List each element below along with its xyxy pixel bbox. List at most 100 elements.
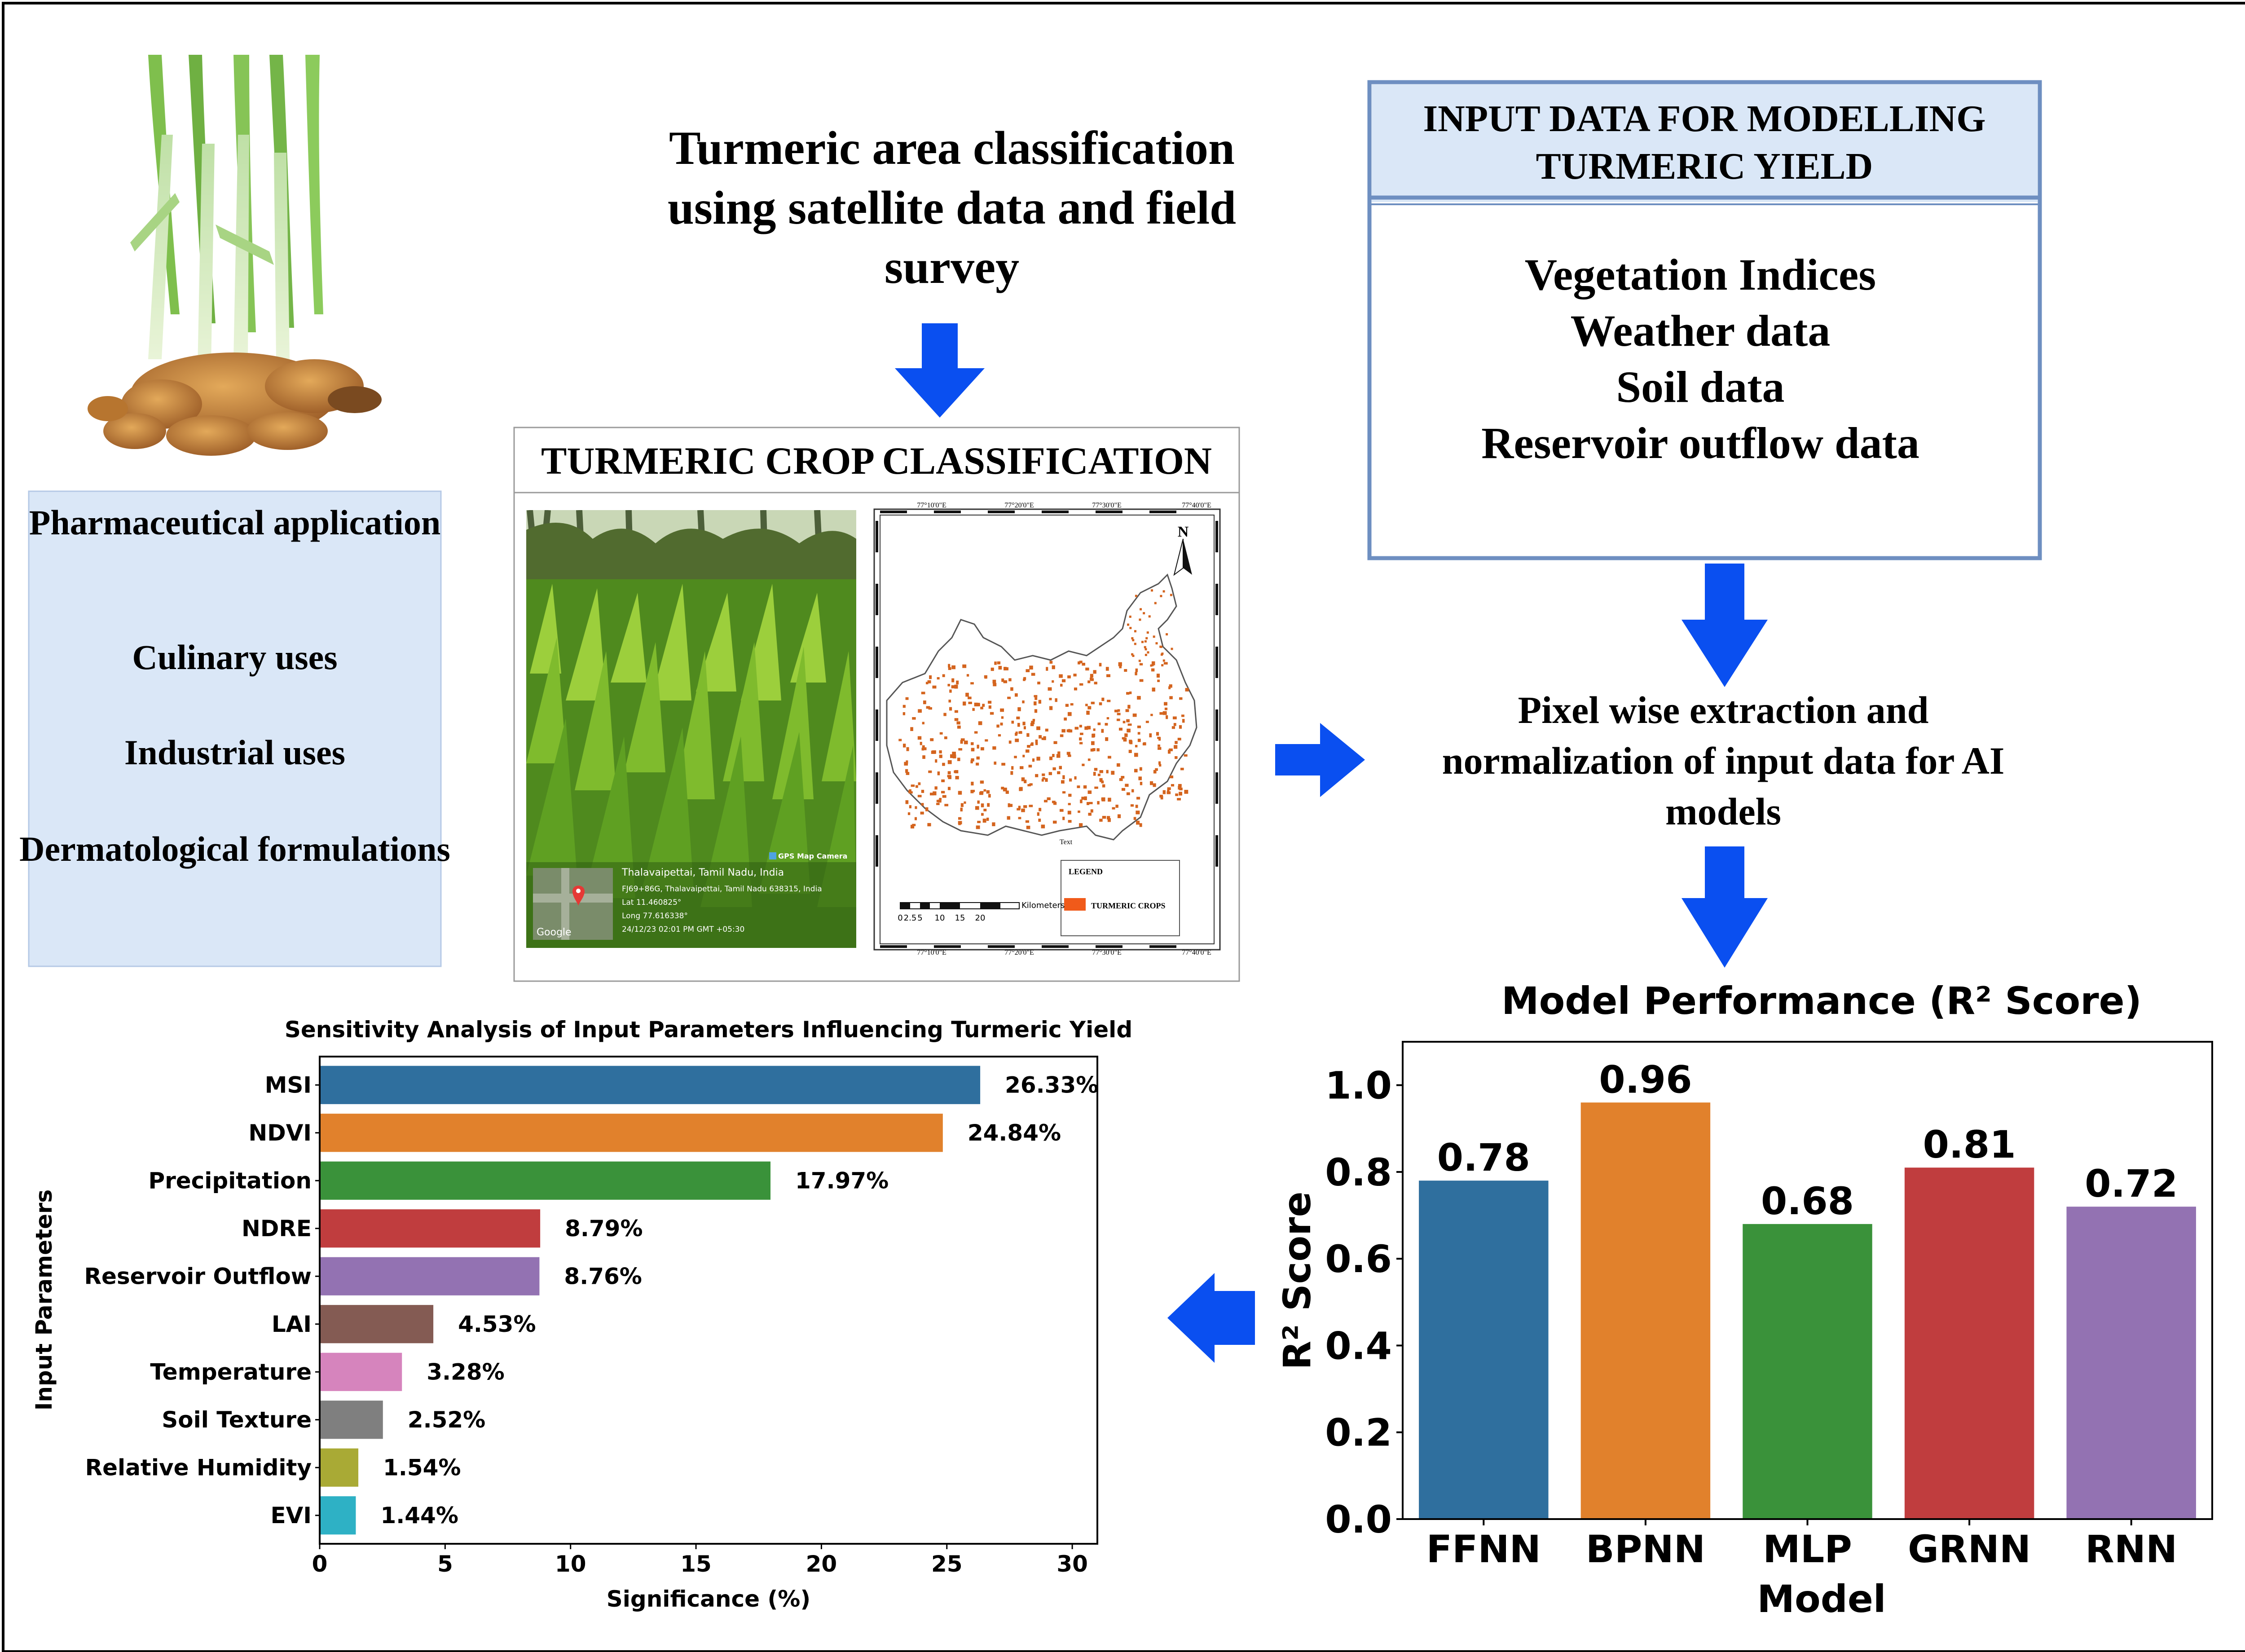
crop-point [974,702,978,707]
crop-point [988,794,991,798]
crop-point [1142,743,1146,746]
crop-point [910,791,913,794]
sensitivity-ylabel: Input Parameters [31,1189,57,1411]
crop-point [1124,733,1128,737]
crop-point [1029,805,1033,807]
crop-point [1094,768,1098,771]
crop-point [907,812,911,815]
crop-point [1091,701,1095,705]
crop-point [906,772,910,775]
crop-point [1022,700,1025,704]
crop-point [925,807,929,811]
crop-point [948,664,951,668]
classification-heading-line1: Turmeric area classification [669,122,1235,174]
sensitivity-bar [320,1352,402,1391]
photo-datetime: 24/12/23 02:01 PM GMT +05:30 [622,925,744,934]
crop-point [971,789,975,793]
sensitivity-bar [320,1066,981,1104]
crop-point [1122,737,1126,740]
crop-point [960,807,963,812]
crop-point [1094,786,1098,789]
crop-point [1153,783,1156,787]
crop-point [1078,811,1080,813]
input-reservoir-outflow: Reservoir outflow data [1481,418,1919,468]
crop-point [1014,693,1018,697]
crop-point [1043,736,1046,740]
crop-point [1011,766,1014,770]
r2-bar [1904,1167,2034,1519]
crop-point [951,685,955,688]
crop-point [992,746,996,750]
crop-point [1001,787,1004,790]
crop-point [960,803,964,807]
crop-point [1126,719,1130,722]
crop-point [996,724,999,728]
gps-camera-icon [769,852,776,859]
crop-point [1157,679,1160,682]
crop-point [962,664,967,668]
crop-point [1134,643,1136,645]
crop-point [1117,709,1120,712]
crop-point [1175,741,1178,744]
crop-point [1178,786,1182,790]
crop-point [1138,776,1142,780]
crop-point [1029,665,1033,670]
crop-point [1024,780,1027,784]
r2-value-label: 0.81 [1923,1123,2016,1167]
sensitivity-category-label: Relative Humidity [85,1454,312,1480]
crop-point [1093,772,1096,776]
crop-point [948,700,951,703]
sensitivity-bar [320,1305,434,1344]
crop-point [920,811,924,815]
crop-point [1144,640,1147,643]
crop-point [1031,673,1035,676]
crop-point [1087,802,1090,805]
crop-point [1105,737,1109,741]
crop-point [998,734,1001,737]
crop-point [1099,778,1103,781]
crop-point [1025,820,1030,823]
crop-point [1116,718,1120,721]
input-vegetation-indices: Vegetation Indices [1525,250,1876,300]
sensitivity-bar [320,1448,359,1487]
crop-point [1035,774,1039,777]
crop-point [988,705,991,709]
sensitivity-chart: MSI 26.33% NDVI 24.84% Precipitation 17.97% ND… [84,1056,1098,1577]
crop-point [1169,748,1173,752]
sensitivity-xtick-label: 0 [312,1551,328,1577]
sensitivity-category-label: Reservoir Outflow [84,1263,312,1289]
crop-point [997,661,1001,665]
crop-point [1107,816,1110,819]
crop-point [937,771,940,775]
crop-point [1125,709,1129,712]
district-outline [886,573,1197,841]
turmeric-plant-photo [63,55,392,468]
crop-point [921,803,924,806]
crop-point [1101,729,1104,733]
r2-category-label: RNN [2085,1527,2177,1571]
crop-point [1112,807,1115,810]
crop-point [1068,729,1071,733]
crop-point [1184,754,1188,757]
crop-point [955,775,959,780]
crop-point [970,682,974,685]
crop-point [1097,801,1100,805]
crop-point [950,754,954,758]
classification-heading-line2: using satellite data and field [668,181,1236,234]
uses-box [28,490,442,967]
crop-point [1027,784,1031,787]
crop-point [1038,819,1041,822]
crop-point [1135,668,1138,672]
crop-point [951,678,955,683]
pixel-step-line1: Pixel wise extraction and [1518,688,1929,731]
crop-point [1017,722,1020,727]
crop-point [1101,780,1104,784]
crop-point [1145,648,1147,651]
crop-point [1117,814,1121,819]
crop-point [980,780,984,784]
classification-heading-line3: survey [885,241,1019,293]
crop-point [1067,754,1071,757]
crop-point [1066,752,1070,755]
sensitivity-xtick-label: 15 [680,1551,712,1577]
